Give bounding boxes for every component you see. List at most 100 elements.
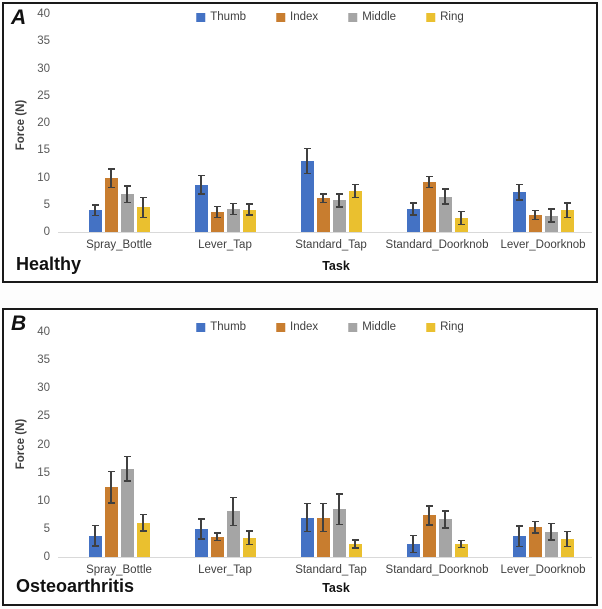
error-bar-middle-standard-tap bbox=[338, 193, 340, 207]
bar-index-spray-bottle bbox=[104, 487, 118, 557]
bar-middle-standard-doorknob bbox=[438, 519, 452, 557]
legend-item-ring: Ring bbox=[426, 321, 464, 333]
error-cap-bottom bbox=[303, 172, 311, 175]
legend-swatch-ring bbox=[426, 322, 436, 332]
error-bar-thumb-standard-doorknob bbox=[412, 203, 414, 216]
error-cap-bottom bbox=[213, 539, 221, 542]
bar-index-standard-tap bbox=[316, 198, 330, 232]
error-cap-bottom bbox=[441, 203, 449, 205]
bar-thumb-lever-tap bbox=[194, 528, 208, 557]
bar-ring-lever-doorknob bbox=[560, 539, 574, 557]
bar-index-lever-doorknob bbox=[528, 527, 542, 557]
y-tick-40: 40 bbox=[37, 326, 50, 338]
bar-index-standard-tap bbox=[316, 517, 330, 557]
panel-title: Osteoarthritis bbox=[16, 576, 135, 596]
error-cap-top bbox=[351, 539, 359, 541]
bar-thumb-standard-tap bbox=[300, 517, 314, 557]
y-tick-35: 35 bbox=[37, 35, 50, 48]
error-cap-bottom bbox=[531, 218, 539, 221]
error-bar-ring-lever-doorknob bbox=[566, 203, 568, 218]
y-tick-10: 10 bbox=[37, 494, 50, 507]
error-bar-index-standard-doorknob bbox=[428, 505, 430, 525]
error-cap-bottom bbox=[229, 524, 237, 527]
error-bar-middle-spray-bottle bbox=[126, 186, 128, 203]
error-bar-ring-standard-tap bbox=[354, 184, 356, 198]
error-cap-bottom bbox=[139, 530, 147, 532]
plot-area-osteoarthritis: 0 5 10 15 20 25 30 35 40 Spray_Bottle Lever_Tap Sta… bbox=[4, 310, 596, 604]
error-cap-bottom bbox=[229, 213, 237, 216]
bar-index-standard-doorknob bbox=[422, 515, 436, 557]
error-bar-index-lever-doorknob bbox=[534, 210, 536, 220]
error-cap-top bbox=[123, 185, 131, 187]
error-bar-middle-standard-tap bbox=[338, 494, 340, 525]
error-cap-bottom bbox=[547, 221, 555, 223]
error-cap-top bbox=[245, 203, 253, 205]
y-tick-0: 0 bbox=[43, 551, 50, 563]
error-cap-bottom bbox=[197, 538, 205, 540]
y-tick-35: 35 bbox=[37, 354, 50, 367]
error-cap-top bbox=[213, 532, 221, 534]
bar-thumb-lever-doorknob bbox=[512, 192, 526, 232]
category-label-standard-doorknob: Standard_Doorknob bbox=[385, 239, 489, 251]
error-cap-top bbox=[457, 539, 465, 542]
error-bar-thumb-lever-doorknob bbox=[518, 184, 520, 200]
error-cap-top bbox=[441, 188, 449, 190]
legend-item-ring: Ring bbox=[426, 11, 464, 23]
y-tick-20: 20 bbox=[37, 438, 50, 451]
error-cap-top bbox=[441, 510, 449, 512]
error-bar-index-standard-tap bbox=[322, 503, 324, 532]
panel-title: Healthy bbox=[16, 254, 82, 274]
error-cap-top bbox=[229, 496, 237, 499]
legend-label: Ring bbox=[440, 321, 464, 333]
error-bar-middle-standard-doorknob bbox=[444, 188, 446, 205]
category-label-lever-doorknob: Lever_Doorknob bbox=[500, 564, 586, 576]
error-cap-top bbox=[335, 493, 343, 495]
error-bar-index-lever-doorknob bbox=[534, 521, 536, 533]
y-tick-40: 40 bbox=[37, 8, 50, 20]
error-bar-thumb-spray-bottle bbox=[94, 525, 96, 546]
bar-middle-standard-tap bbox=[332, 200, 346, 232]
category-label-spray-bottle: Spray_Bottle bbox=[86, 564, 152, 576]
category-label-standard-doorknob: Standard_Doorknob bbox=[385, 564, 489, 576]
plot-area-healthy: 0 5 10 15 20 25 30 35 40 Spray_Bottle Lever_Tap Sta… bbox=[4, 4, 596, 281]
error-cap-bottom bbox=[123, 480, 131, 482]
x-axis-title: Task bbox=[322, 581, 350, 595]
error-cap-bottom bbox=[515, 199, 523, 201]
panel-letter: B bbox=[11, 312, 27, 335]
category-label-standard-tap: Standard_Tap bbox=[295, 239, 367, 251]
error-bar-middle-lever-doorknob bbox=[550, 209, 552, 223]
error-bar-thumb-standard-tap bbox=[306, 503, 308, 532]
error-bar-middle-lever-doorknob bbox=[550, 523, 552, 541]
bar-ring-lever-tap bbox=[242, 537, 256, 557]
error-cap-top bbox=[197, 174, 205, 177]
category-label-lever-tap: Lever_Tap bbox=[198, 239, 252, 251]
error-cap-top bbox=[319, 502, 327, 505]
error-cap-bottom bbox=[213, 216, 221, 219]
error-bar-thumb-spray-bottle bbox=[94, 204, 96, 216]
error-cap-top bbox=[107, 470, 115, 473]
bar-thumb-standard-tap bbox=[300, 161, 314, 232]
error-cap-bottom bbox=[547, 539, 555, 541]
legend-swatch-index bbox=[276, 12, 286, 22]
y-tick-15: 15 bbox=[37, 144, 50, 157]
error-bar-middle-spray-bottle bbox=[126, 456, 128, 482]
error-cap-bottom bbox=[123, 201, 131, 204]
legend-item-index: Index bbox=[276, 11, 318, 23]
error-bar-index-standard-doorknob bbox=[428, 176, 430, 188]
legend-label: Middle bbox=[362, 11, 397, 23]
error-cap-top bbox=[547, 208, 555, 210]
error-bar-ring-spray-bottle bbox=[142, 197, 144, 218]
bar-ring-spray-bottle bbox=[136, 207, 150, 232]
category-label-lever-tap: Lever_Tap bbox=[198, 564, 252, 576]
y-tick-5: 5 bbox=[43, 522, 50, 535]
legend-label: Index bbox=[290, 11, 319, 23]
error-cap-bottom bbox=[197, 193, 205, 195]
error-bar-index-spray-bottle bbox=[110, 471, 112, 503]
error-cap-bottom bbox=[91, 214, 99, 217]
error-cap-bottom bbox=[107, 502, 115, 504]
error-cap-bottom bbox=[335, 523, 343, 526]
error-bar-ring-spray-bottle bbox=[142, 514, 144, 532]
error-cap-bottom bbox=[563, 545, 571, 548]
error-cap-top bbox=[335, 193, 343, 195]
